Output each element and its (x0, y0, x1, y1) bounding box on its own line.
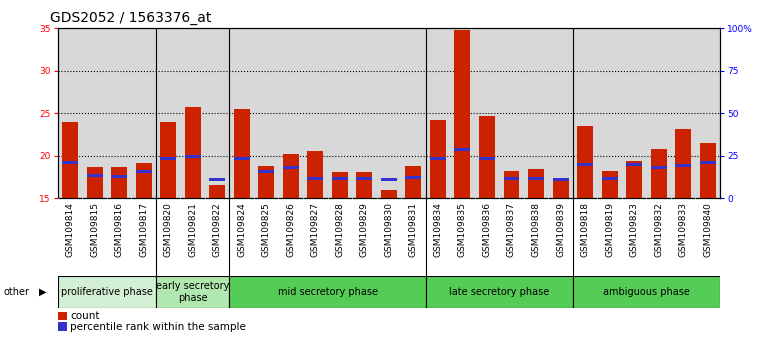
Text: GSM109815: GSM109815 (90, 202, 99, 257)
Text: GSM109830: GSM109830 (384, 202, 393, 257)
Bar (86, 167, 102, 198)
Text: GSM109839: GSM109839 (556, 202, 565, 257)
Text: GSM109831: GSM109831 (409, 202, 418, 257)
Bar (651, 166, 667, 169)
Text: GSM109823: GSM109823 (630, 202, 638, 257)
Bar (332, 177, 348, 179)
Text: early secretory
phase: early secretory phase (156, 281, 229, 303)
Text: GSM109821: GSM109821 (188, 202, 197, 257)
Bar (504, 171, 520, 198)
Bar (136, 170, 152, 173)
Text: mid secretory phase: mid secretory phase (277, 287, 377, 297)
Bar (283, 154, 299, 198)
Bar (577, 163, 593, 166)
Bar (234, 109, 249, 198)
Bar (62, 122, 78, 198)
Text: ambiguous phase: ambiguous phase (603, 287, 690, 297)
Bar (700, 143, 715, 198)
Bar (111, 175, 127, 178)
Text: GSM109824: GSM109824 (237, 202, 246, 257)
Text: GSM109840: GSM109840 (703, 202, 712, 257)
Bar (573, 276, 720, 308)
Text: GSM109829: GSM109829 (360, 202, 369, 257)
Bar (234, 157, 249, 160)
Bar (405, 176, 421, 179)
Text: GSM109828: GSM109828 (335, 202, 344, 257)
Bar (675, 130, 691, 198)
Text: percentile rank within the sample: percentile rank within the sample (70, 322, 246, 332)
Text: GSM109836: GSM109836 (483, 202, 491, 257)
Bar (430, 120, 446, 198)
Bar (357, 177, 373, 179)
Text: GSM109822: GSM109822 (213, 202, 222, 257)
Bar (283, 166, 299, 169)
Bar (454, 30, 470, 198)
Bar (229, 276, 426, 308)
Bar (528, 169, 544, 198)
Bar (156, 276, 229, 308)
Text: other: other (4, 287, 30, 297)
Bar (430, 157, 446, 160)
Bar (58, 276, 156, 308)
Text: GSM109817: GSM109817 (139, 202, 148, 257)
Bar (528, 177, 544, 179)
Bar (651, 149, 667, 198)
Text: GSM109837: GSM109837 (507, 202, 516, 257)
Text: GSM109834: GSM109834 (434, 202, 443, 257)
Text: GSM109819: GSM109819 (605, 202, 614, 257)
Text: GSM109838: GSM109838 (531, 202, 541, 257)
Bar (553, 179, 568, 198)
Bar (479, 116, 495, 198)
Bar (426, 276, 573, 308)
Bar (553, 178, 568, 181)
Text: ▶: ▶ (38, 287, 46, 297)
Text: GSM109827: GSM109827 (311, 202, 320, 257)
Text: proliferative phase: proliferative phase (61, 287, 152, 297)
Text: late secretory phase: late secretory phase (449, 287, 549, 297)
Bar (307, 177, 323, 179)
Bar (209, 185, 225, 198)
Bar (675, 164, 691, 167)
Bar (307, 151, 323, 198)
Bar (504, 177, 520, 179)
Bar (357, 172, 373, 198)
Text: GSM109816: GSM109816 (115, 202, 123, 257)
Text: GSM109832: GSM109832 (654, 202, 663, 257)
Bar (185, 155, 201, 158)
Bar (160, 157, 176, 160)
Bar (601, 177, 618, 179)
Text: GSM109818: GSM109818 (581, 202, 590, 257)
Bar (405, 166, 421, 198)
Bar (700, 161, 715, 164)
Text: GSM109835: GSM109835 (458, 202, 467, 257)
Text: GSM109833: GSM109833 (678, 202, 688, 257)
Bar (479, 157, 495, 160)
Bar (185, 107, 201, 198)
Text: GDS2052 / 1563376_at: GDS2052 / 1563376_at (50, 11, 212, 25)
Bar (454, 148, 470, 151)
Bar (160, 122, 176, 198)
Bar (258, 166, 274, 198)
Bar (626, 161, 642, 198)
Text: GSM109825: GSM109825 (262, 202, 271, 257)
Text: GSM109814: GSM109814 (65, 202, 75, 257)
Bar (626, 163, 642, 166)
Bar (577, 126, 593, 198)
Text: count: count (70, 311, 99, 321)
Text: GSM109820: GSM109820 (163, 202, 172, 257)
Bar (381, 190, 397, 198)
Bar (332, 172, 348, 198)
Bar (62, 161, 78, 164)
Bar (381, 178, 397, 181)
Bar (258, 170, 274, 173)
Bar (601, 171, 618, 198)
Bar (136, 162, 152, 198)
Text: GSM109826: GSM109826 (286, 202, 295, 257)
Bar (209, 178, 225, 181)
Bar (111, 167, 127, 198)
Bar (86, 174, 102, 177)
